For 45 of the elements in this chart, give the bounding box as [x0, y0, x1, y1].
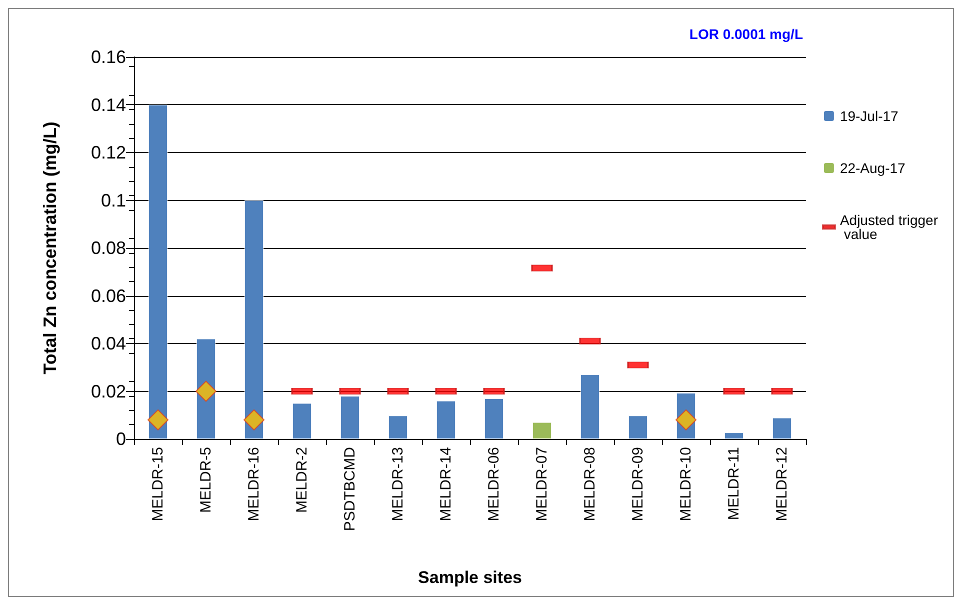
x-tick-label: MELDR-14 [438, 447, 454, 522]
point [148, 409, 168, 430]
legend-label: 22-Aug-17 [840, 160, 906, 176]
bar [628, 416, 648, 439]
x-tick-label: MELDR-06 [486, 447, 502, 522]
x-tick-label: MELDR-5 [198, 447, 214, 513]
y-tick-label: 0.16 [90, 47, 126, 67]
x-tick-label: PSDTBCMD [342, 446, 358, 532]
y-tick-label: 0.04 [90, 334, 126, 354]
bar [292, 403, 312, 439]
x-tick-label: MELDR-07 [534, 447, 550, 522]
x-tick-label: MELDR-09 [630, 447, 646, 522]
x-tick-label: MELDR-08 [582, 447, 598, 522]
y-tick-label: 0.06 [90, 286, 126, 306]
point [196, 380, 216, 402]
bar [532, 422, 552, 439]
y-tick-label: 0 [116, 429, 126, 449]
y-tick-label: 0.1 [100, 190, 126, 210]
bar [436, 400, 456, 439]
x-tick-label: MELDR-13 [390, 447, 406, 522]
y-tick-label: 0.08 [90, 238, 126, 258]
x-tick-label: MELDR-12 [774, 447, 790, 522]
bar [388, 416, 408, 439]
x-tick-label: MELDR-11 [726, 447, 742, 520]
point [676, 409, 696, 430]
y-tick-label: 0.14 [90, 94, 126, 115]
bar [484, 398, 504, 439]
x-tick-label: MELDR-16 [246, 447, 262, 522]
bar [148, 104, 168, 439]
bar [244, 200, 264, 439]
x-tick-label: MELDR-15 [150, 447, 166, 522]
legend-label: Adjusted trigger value [840, 212, 938, 242]
y-axis-title: Total Zn concentration (mg/L) [40, 122, 60, 374]
text: LOR 0.0001 mg/L [689, 26, 804, 42]
point [244, 409, 264, 430]
x-tick-label: MELDR-10 [678, 447, 694, 522]
bar [724, 432, 744, 439]
legend-label: 19-Jul-17 [840, 108, 899, 124]
x-axis-title: Sample sites [418, 568, 522, 587]
y-tick-label: 0.02 [90, 381, 126, 402]
bar [340, 396, 360, 439]
bar [772, 418, 792, 439]
bar [580, 374, 600, 439]
x-tick-label: MELDR-2 [294, 447, 310, 513]
y-tick-label: 0.12 [90, 142, 126, 162]
